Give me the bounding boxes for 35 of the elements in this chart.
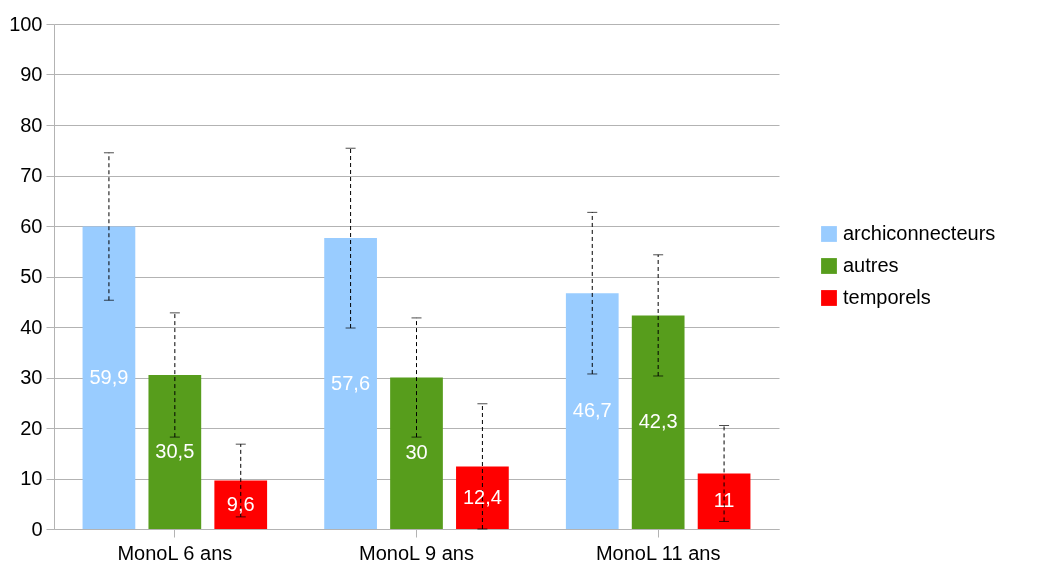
legend-label: autres: [843, 254, 899, 276]
y-tick-label: 90: [20, 63, 43, 85]
bar: [82, 226, 136, 529]
data-label: 11: [713, 489, 735, 512]
y-tick-label: 60: [20, 214, 43, 237]
x-tick-label: MonoL 6 ans: [117, 541, 233, 564]
bar: [456, 466, 509, 529]
data-label: 42,3: [638, 410, 678, 433]
data-label: 46,7: [572, 399, 612, 422]
data-label: 9,6: [226, 492, 255, 515]
x-tick-label: MonoL 11 ans: [595, 541, 721, 564]
bar: [697, 473, 751, 529]
y-tick-label: 50: [20, 265, 43, 287]
x-tick-label: MonoL 9 ans: [359, 541, 474, 564]
bar: [324, 238, 377, 529]
bar: [148, 374, 202, 529]
bar: [565, 293, 619, 529]
y-tick-label: 70: [20, 164, 43, 186]
data-label: 57,6: [331, 371, 371, 394]
y-tick-label: 20: [20, 416, 43, 439]
bar: [631, 315, 685, 529]
legend-label: temporels: [843, 286, 931, 308]
bar: [214, 480, 268, 529]
y-tick-label: 30: [20, 366, 43, 388]
data-label: 12,4: [462, 485, 502, 508]
data-label: 30: [405, 441, 428, 464]
bar: [390, 377, 443, 529]
data-label: 59,9: [89, 365, 129, 388]
y-tick-label: 80: [20, 113, 43, 136]
legend-label: archiconnecteurs: [843, 222, 996, 244]
data-label: 30,5: [155, 439, 195, 462]
y-tick-label: 0: [31, 517, 43, 540]
y-tick-label: 10: [20, 467, 43, 489]
y-tick-label: 100: [9, 12, 43, 35]
y-tick-label: 40: [20, 315, 43, 338]
